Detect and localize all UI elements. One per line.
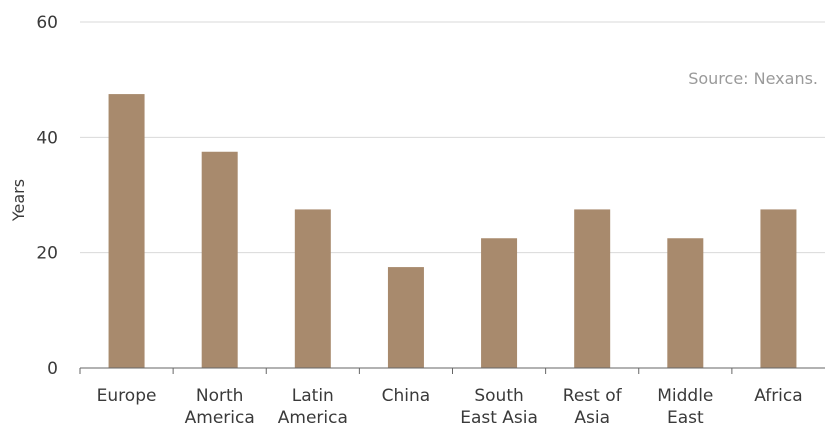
x-category-label: Africa [754,386,803,406]
y-tick-label: 20 [36,244,58,264]
source-note: Source: Nexans. [688,69,818,88]
x-category-label-line: Asia [574,408,610,428]
bar-china [387,267,424,368]
x-category-label-line: China [382,386,431,406]
x-category-label: Middle East [657,386,713,428]
x-category-label-line: Africa [754,386,803,406]
x-category-label: China [382,386,431,406]
gridlines [80,21,825,254]
x-category-label-line: America [185,408,255,428]
x-category-label: Europe [97,386,157,406]
bar-north-america [201,151,238,368]
x-category-label-line: Rest of [563,386,623,406]
x-category-label-line: America [278,408,348,428]
y-tick-label: 0 [47,359,58,379]
x-category-label-line: East [667,408,704,428]
y-axis-title: Years [9,179,28,222]
x-category-label: North America [185,386,255,428]
x-category-label-line: Europe [97,386,157,406]
x-category-label-line: South [474,386,523,406]
x-category-label-line: Middle [657,386,713,406]
x-category-label-line: East Asia [460,408,538,428]
bar-middle-east [667,238,704,368]
x-category-label-line: Latin [292,386,334,406]
bar-europe [108,94,145,368]
x-category-label: Latin America [278,386,348,428]
bar-africa [760,209,797,368]
bars [108,94,797,368]
y-tick-labels: 0 20 40 60 [36,13,58,379]
y-tick-label: 40 [36,128,58,148]
bar-rest-of-asia [574,209,611,368]
y-tick-label: 60 [36,13,58,33]
x-category-label: Rest of Asia [563,386,623,428]
bar-latin-america [294,209,331,368]
x-category-label: South East Asia [460,386,538,428]
x-category-label-line: North [196,386,244,406]
bar-south-east-asia [481,238,518,368]
